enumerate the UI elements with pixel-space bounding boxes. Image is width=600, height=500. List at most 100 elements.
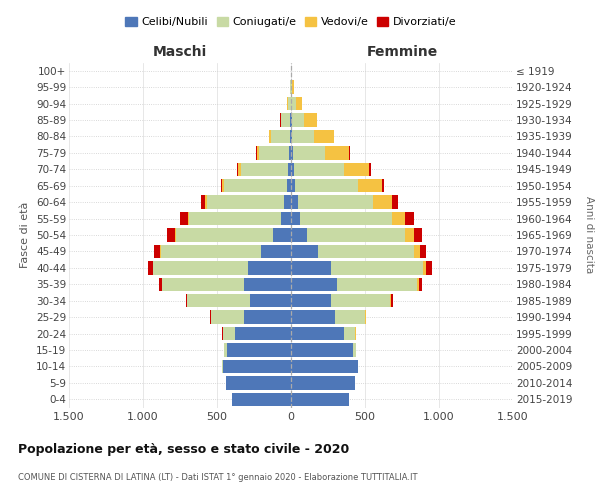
Bar bbox=[331, 294, 390, 308]
Bar bbox=[291, 130, 292, 143]
Bar bbox=[392, 196, 398, 209]
Bar bbox=[291, 327, 344, 340]
Bar bbox=[221, 179, 222, 192]
Bar bbox=[289, 146, 291, 160]
Bar bbox=[291, 294, 331, 308]
Bar bbox=[154, 261, 248, 274]
Bar bbox=[259, 146, 289, 160]
Bar bbox=[291, 261, 331, 274]
Bar bbox=[291, 344, 353, 356]
Bar bbox=[223, 327, 235, 340]
Bar bbox=[154, 244, 160, 258]
Bar bbox=[292, 114, 304, 126]
Bar bbox=[222, 360, 223, 373]
Bar bbox=[344, 162, 369, 176]
Bar bbox=[257, 146, 259, 160]
Bar bbox=[420, 244, 427, 258]
Bar bbox=[232, 392, 291, 406]
Y-axis label: Anni di nascita: Anni di nascita bbox=[584, 196, 593, 274]
Bar bbox=[325, 146, 349, 160]
Bar bbox=[304, 114, 317, 126]
Bar bbox=[241, 162, 288, 176]
Bar bbox=[288, 162, 291, 176]
Bar bbox=[161, 244, 262, 258]
Bar bbox=[291, 376, 355, 390]
Bar bbox=[288, 97, 291, 110]
Bar bbox=[210, 310, 211, 324]
Bar bbox=[148, 261, 152, 274]
Bar bbox=[175, 228, 176, 241]
Bar bbox=[349, 146, 350, 160]
Bar bbox=[238, 162, 241, 176]
Bar bbox=[271, 130, 290, 143]
Text: COMUNE DI CISTERNA DI LATINA (LT) - Dati ISTAT 1° gennaio 2020 - Elaborazione TU: COMUNE DI CISTERNA DI LATINA (LT) - Dati… bbox=[18, 472, 418, 482]
Bar bbox=[291, 179, 295, 192]
Bar bbox=[293, 162, 344, 176]
Bar bbox=[358, 179, 382, 192]
Bar bbox=[222, 179, 224, 192]
Bar bbox=[290, 114, 291, 126]
Bar bbox=[188, 212, 189, 226]
Bar bbox=[223, 360, 291, 373]
Bar bbox=[291, 80, 292, 94]
Bar bbox=[226, 376, 291, 390]
Bar bbox=[291, 360, 358, 373]
Bar bbox=[291, 146, 293, 160]
Bar bbox=[236, 162, 238, 176]
Bar bbox=[244, 310, 291, 324]
Bar bbox=[291, 278, 337, 291]
Bar bbox=[314, 130, 334, 143]
Bar bbox=[391, 294, 393, 308]
Bar bbox=[417, 278, 419, 291]
Bar bbox=[291, 114, 292, 126]
Bar bbox=[281, 212, 291, 226]
Bar bbox=[281, 114, 290, 126]
Bar bbox=[291, 162, 293, 176]
Bar bbox=[392, 212, 405, 226]
Y-axis label: Fasce di età: Fasce di età bbox=[20, 202, 31, 268]
Bar bbox=[273, 228, 291, 241]
Bar bbox=[291, 244, 317, 258]
Bar bbox=[248, 261, 291, 274]
Bar bbox=[307, 228, 405, 241]
Bar bbox=[201, 196, 205, 209]
Bar bbox=[405, 228, 414, 241]
Bar bbox=[185, 294, 187, 308]
Bar bbox=[423, 261, 427, 274]
Bar bbox=[291, 310, 335, 324]
Bar bbox=[250, 294, 291, 308]
Bar bbox=[269, 130, 271, 143]
Bar bbox=[317, 244, 414, 258]
Bar bbox=[152, 261, 154, 274]
Bar bbox=[373, 196, 392, 209]
Bar bbox=[300, 212, 392, 226]
Bar bbox=[291, 196, 298, 209]
Bar bbox=[180, 212, 188, 226]
Bar bbox=[244, 278, 291, 291]
Bar bbox=[290, 130, 291, 143]
Bar bbox=[167, 228, 175, 241]
Bar bbox=[187, 294, 250, 308]
Bar bbox=[205, 196, 206, 209]
Bar bbox=[353, 344, 356, 356]
Bar bbox=[331, 261, 423, 274]
Bar bbox=[290, 80, 291, 94]
Bar bbox=[419, 278, 422, 291]
Bar bbox=[291, 392, 349, 406]
Bar bbox=[284, 196, 291, 209]
Bar bbox=[224, 344, 227, 356]
Bar bbox=[344, 327, 355, 340]
Bar bbox=[235, 327, 291, 340]
Bar bbox=[291, 212, 300, 226]
Bar bbox=[227, 344, 291, 356]
Bar bbox=[206, 196, 284, 209]
Bar bbox=[262, 244, 291, 258]
Bar bbox=[256, 146, 257, 160]
Bar bbox=[296, 97, 302, 110]
Bar bbox=[291, 97, 296, 110]
Bar bbox=[292, 80, 293, 94]
Bar bbox=[414, 228, 422, 241]
Legend: Celibi/Nubili, Coniugati/e, Vedovi/e, Divorziati/e: Celibi/Nubili, Coniugati/e, Vedovi/e, Di… bbox=[121, 13, 461, 32]
Bar bbox=[292, 130, 314, 143]
Text: Femmine: Femmine bbox=[367, 45, 437, 59]
